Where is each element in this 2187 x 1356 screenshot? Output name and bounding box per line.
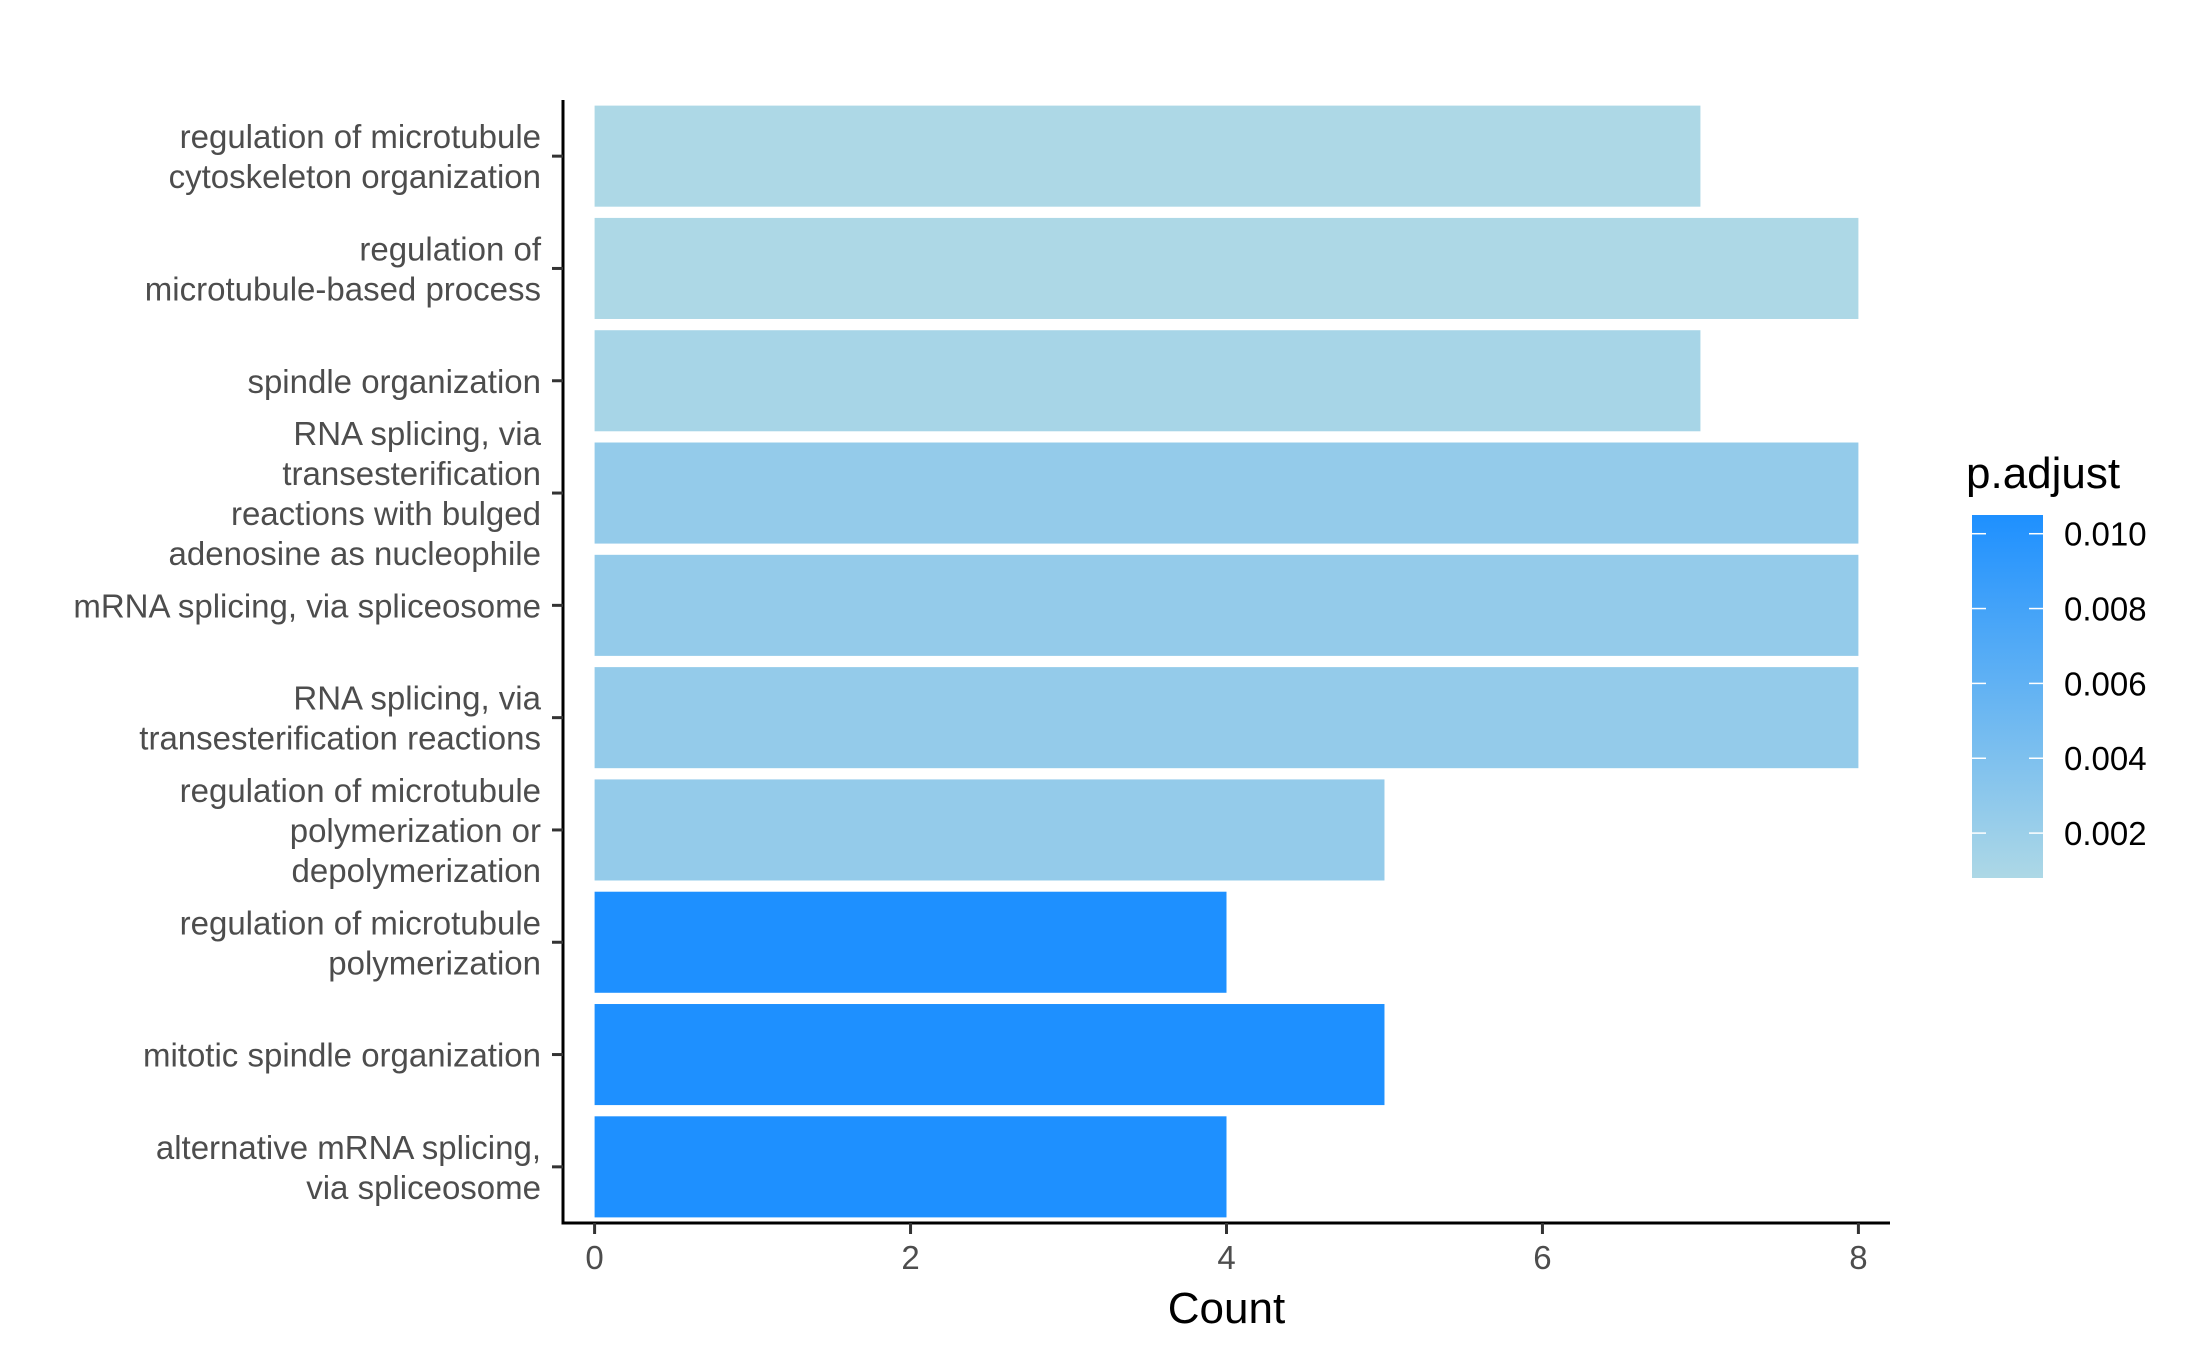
- bar-6: [594, 667, 1859, 769]
- x-tick-label: 6: [1533, 1239, 1551, 1276]
- category-label-line: mRNA splicing, via spliceosome: [73, 587, 541, 624]
- category-label-line: regulation of microtubule: [180, 118, 541, 155]
- category-label-line: regulation of microtubule: [180, 904, 541, 941]
- category-label-line: mitotic spindle organization: [143, 1037, 541, 1074]
- x-tick-label: 0: [585, 1239, 603, 1276]
- category-label-4: RNA splicing, via transesterification reac…: [169, 415, 542, 572]
- category-label-5: mRNA splicing, via spliceosome: [73, 587, 541, 624]
- category-label-line: alternative mRNA splicing,: [156, 1129, 541, 1166]
- x-axis-ticks: 0 2 4 6 8: [585, 1223, 1868, 1276]
- bar-9: [594, 1004, 1385, 1106]
- x-tick-label: 2: [901, 1239, 919, 1276]
- x-tick-label: 8: [1849, 1239, 1867, 1276]
- bar-8: [594, 891, 1227, 993]
- category-label-line: regulation of microtubule: [180, 772, 541, 809]
- category-label-line: transesterification reactions: [139, 720, 541, 757]
- category-label-line: RNA splicing, via: [293, 415, 541, 452]
- category-label-6: RNA splicing, via transesterification rea…: [139, 680, 541, 757]
- x-tick-label: 4: [1217, 1239, 1235, 1276]
- category-label-line: cytoskeleton organization: [169, 158, 541, 195]
- legend: p.adjust 0.002 0.004 0.006 0.008 0.010: [1966, 449, 2147, 878]
- category-label-line: RNA splicing, via: [293, 680, 541, 717]
- x-axis-title: Count: [1168, 1284, 1285, 1333]
- legend-tick-label: 0.008: [2064, 591, 2147, 628]
- category-label-line: polymerization or: [290, 812, 541, 849]
- bar-1: [594, 105, 1701, 207]
- category-label-line: spindle organization: [247, 363, 541, 400]
- category-label-9: mitotic spindle organization: [143, 1037, 541, 1074]
- category-label-line: microtubule-based process: [145, 270, 541, 307]
- category-label-line: regulation of: [359, 230, 541, 267]
- bar-2: [594, 217, 1859, 319]
- legend-tick-label: 0.006: [2064, 665, 2147, 702]
- legend-tick-label: 0.004: [2064, 740, 2147, 777]
- category-label-8: regulation of microtubule polymerization: [180, 904, 541, 981]
- category-label-line: adenosine as nucleophile: [169, 535, 541, 572]
- legend-colorbar: [1972, 515, 2043, 878]
- bar-5: [594, 554, 1859, 656]
- bars: [594, 105, 1859, 1218]
- category-label-7: regulation of microtubule polymerization …: [180, 772, 541, 889]
- category-label-line: depolymerization: [292, 852, 541, 889]
- category-label-1: regulation of microtubule cytoskeleton or…: [169, 118, 541, 195]
- category-label-line: polymerization: [328, 944, 541, 981]
- category-labels: regulation of microtubule cytoskeleton or…: [73, 118, 541, 1206]
- bar-3: [594, 330, 1701, 432]
- bar-4: [594, 442, 1859, 544]
- category-label-line: reactions with bulged: [231, 495, 541, 532]
- category-label-2: regulation of microtubule-based process: [145, 230, 542, 307]
- legend-tick-label: 0.010: [2064, 516, 2147, 553]
- category-label-line: transesterification: [282, 455, 541, 492]
- legend-title: p.adjust: [1966, 449, 2120, 498]
- category-label-3: spindle organization: [247, 363, 541, 400]
- bar-10: [594, 1116, 1227, 1218]
- category-label-10: alternative mRNA splicing, via spliceosom…: [156, 1129, 541, 1206]
- category-label-line: via spliceosome: [306, 1169, 541, 1206]
- bar-7: [594, 779, 1385, 881]
- legend-tick-label: 0.002: [2064, 815, 2147, 852]
